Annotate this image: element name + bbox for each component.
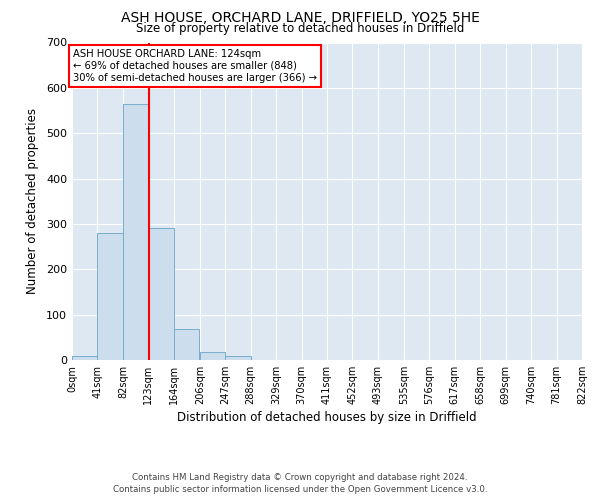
Bar [72,356,97,360]
Text: ASH HOUSE ORCHARD LANE: 124sqm
← 69% of detached houses are smaller (848)
30% of: ASH HOUSE ORCHARD LANE: 124sqm ← 69% of … [73,50,317,82]
Text: ASH HOUSE, ORCHARD LANE, DRIFFIELD, YO25 5HE: ASH HOUSE, ORCHARD LANE, DRIFFIELD, YO25… [121,11,479,25]
Bar [123,104,148,360]
X-axis label: Distribution of detached houses by size in Driffield: Distribution of detached houses by size … [177,411,477,424]
Text: Contains HM Land Registry data © Crown copyright and database right 2024.
Contai: Contains HM Land Registry data © Crown c… [113,472,487,494]
Bar [200,352,225,360]
Y-axis label: Number of detached properties: Number of detached properties [26,108,39,294]
Bar [174,329,199,360]
Bar [148,228,174,360]
Text: Size of property relative to detached houses in Driffield: Size of property relative to detached ho… [136,22,464,35]
Bar [225,356,251,360]
Bar [97,233,123,360]
